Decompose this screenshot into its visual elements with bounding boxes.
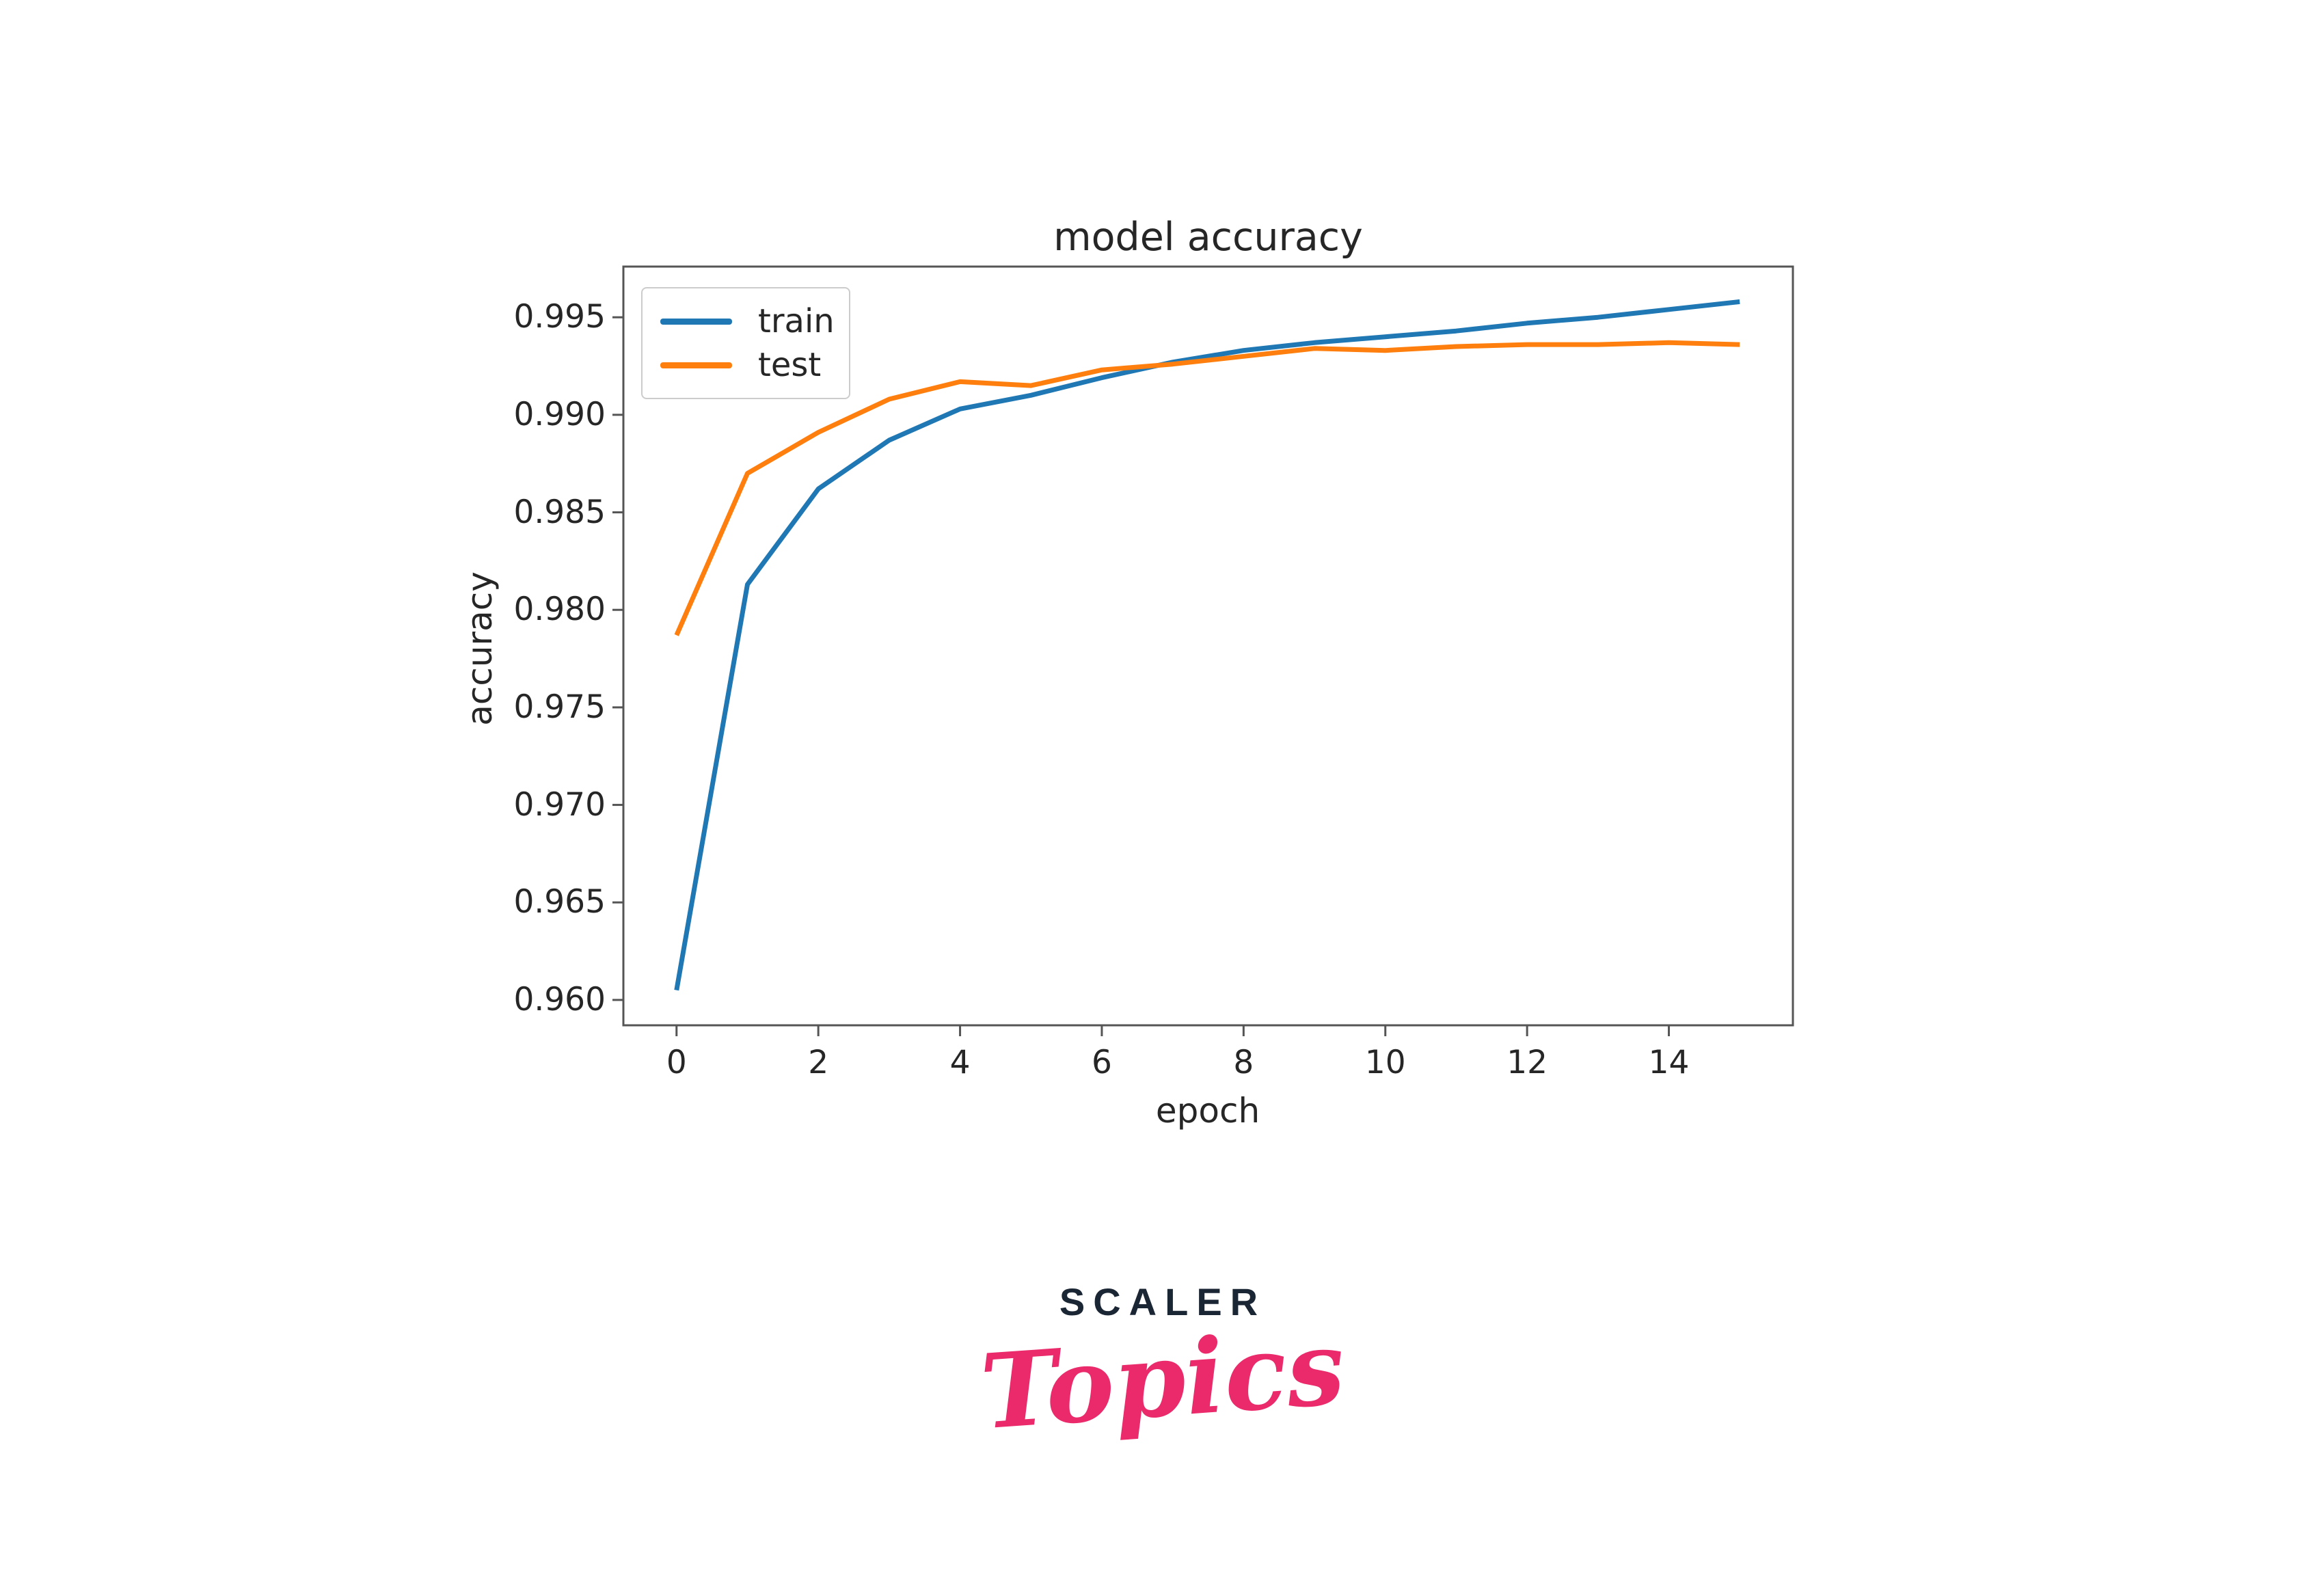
test-line-swatch xyxy=(660,362,732,368)
y-axis-label: accuracy xyxy=(460,571,500,726)
scaler-topics-logo: SCALER Topics xyxy=(958,1280,1368,1452)
x-tick-label: 14 xyxy=(1648,1044,1690,1081)
y-tick-label: 0.985 xyxy=(513,493,606,531)
logo-scaler-text: SCALER xyxy=(1059,1280,1267,1323)
legend: train test xyxy=(641,287,850,399)
x-tick-label: 4 xyxy=(949,1044,971,1081)
legend-item-train: train xyxy=(660,302,849,340)
legend-item-test: test xyxy=(660,346,849,384)
y-tick-label: 0.965 xyxy=(513,883,606,921)
y-tick-label: 0.970 xyxy=(513,785,606,824)
y-tick-label: 0.980 xyxy=(513,591,606,629)
x-tick-label: 0 xyxy=(666,1044,687,1081)
legend-label-train: train xyxy=(758,302,835,340)
y-tick-label: 0.995 xyxy=(513,298,606,336)
legend-label-test: test xyxy=(758,346,822,384)
y-tick-label: 0.960 xyxy=(513,980,606,1018)
y-tick-label: 0.975 xyxy=(513,688,606,726)
logo-topics-text: Topics xyxy=(977,1307,1349,1453)
x-tick-label: 8 xyxy=(1233,1044,1254,1081)
x-tick-label: 10 xyxy=(1364,1044,1406,1081)
x-tick-label: 12 xyxy=(1506,1044,1548,1081)
x-axis-label: epoch xyxy=(1155,1091,1260,1131)
x-tick-label: 6 xyxy=(1092,1044,1112,1081)
train-line-swatch xyxy=(660,318,732,325)
y-tick-label: 0.990 xyxy=(513,395,606,433)
x-tick-label: 2 xyxy=(808,1044,829,1081)
chart-title: model accuracy xyxy=(1053,215,1363,260)
